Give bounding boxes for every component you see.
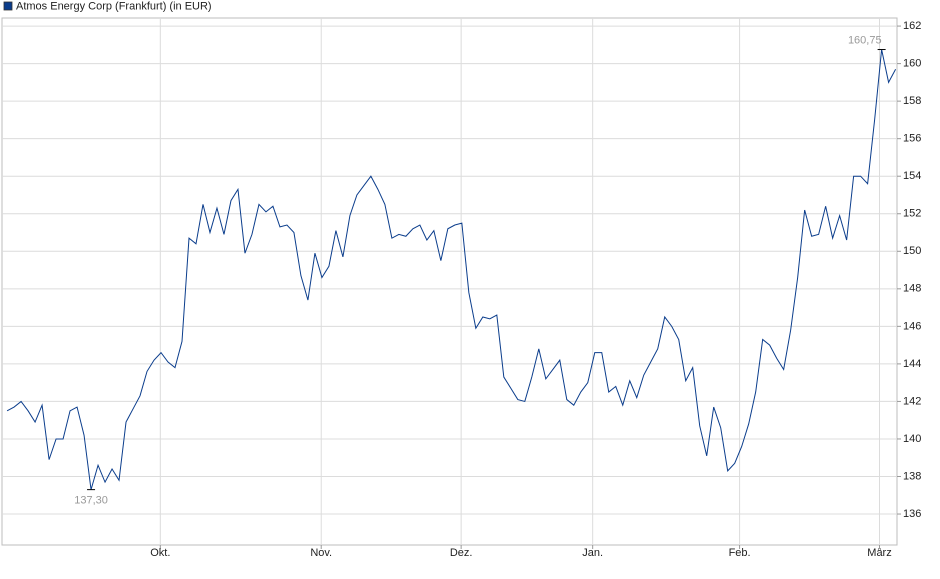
y-tick-label: 148 <box>903 283 921 295</box>
x-tick-label: Feb. <box>729 547 751 559</box>
y-tick-label: 140 <box>903 433 921 445</box>
x-tick-label: Jan. <box>582 547 603 559</box>
y-tick-label: 158 <box>903 95 921 107</box>
price-line <box>6 49 897 490</box>
y-tick-label: 144 <box>903 358 921 370</box>
y-tick-label: 136 <box>903 508 921 520</box>
y-tick-label: 146 <box>903 320 921 332</box>
x-tick-label: Nov. <box>310 547 332 559</box>
legend-swatch <box>3 1 13 11</box>
extreme-label: 160,75 <box>848 34 882 46</box>
x-tick-label: März <box>867 547 891 559</box>
y-tick-label: 142 <box>903 395 921 407</box>
extreme-label: 137,30 <box>74 495 108 507</box>
y-tick-label: 156 <box>903 133 921 145</box>
plot-area <box>1 17 898 546</box>
legend-label: Atmos Energy Corp (Frankfurt) (in EUR) <box>16 0 212 12</box>
x-tick-label: Okt. <box>150 547 170 559</box>
y-tick-label: 152 <box>903 208 921 220</box>
x-tick-label: Dez. <box>450 547 473 559</box>
y-tick-label: 160 <box>903 58 921 70</box>
y-tick-label: 162 <box>903 20 921 32</box>
y-tick-label: 138 <box>903 470 921 482</box>
y-tick-label: 150 <box>903 245 921 257</box>
y-tick-label: 154 <box>903 170 921 182</box>
